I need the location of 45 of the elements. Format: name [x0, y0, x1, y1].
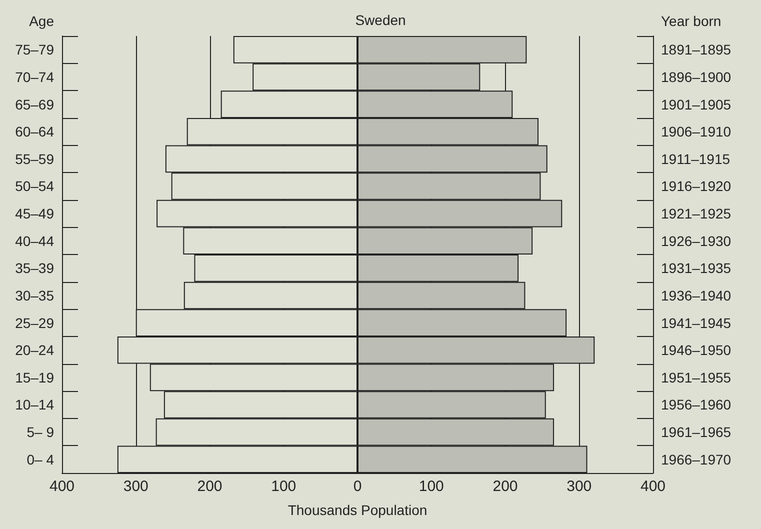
y2-tick-label: 1961–1965	[661, 424, 732, 440]
y2-axis-title: Year born	[661, 13, 722, 29]
y-tick-label: 55–59	[15, 150, 54, 167]
y-tick-label: 60–64	[15, 124, 54, 140]
y-tick-label: 10–14	[15, 396, 54, 413]
y2-tick-label: 1916–1920	[661, 178, 732, 194]
y2-tick-label: 1906–1910	[661, 124, 732, 140]
y2-tick-label: 1966–1970	[661, 451, 732, 468]
y2-tick-label: 1946–1950	[661, 342, 732, 358]
x-tick-label: 200	[492, 478, 518, 495]
y-tick-label: 25–29	[15, 314, 54, 331]
y-tick-label: 50–54	[15, 178, 54, 194]
x-tick-label: 300	[566, 478, 592, 495]
y-tick-label: 15–19	[15, 369, 54, 386]
x-tick-label: 100	[271, 478, 296, 495]
y-tick-label: 45–49	[15, 206, 54, 222]
y-axis-title: Age	[29, 13, 54, 29]
y-tick-label: 5– 9	[26, 424, 54, 440]
y2-tick-label: 1921–1925	[661, 206, 732, 222]
y2-tick-label: 1941–1945	[661, 314, 732, 331]
y-tick-label: 65–69	[15, 96, 54, 112]
y-tick-label: 20–24	[15, 342, 54, 358]
y-tick-label: 0– 4	[26, 451, 54, 468]
x-tick-label: 400	[640, 478, 666, 495]
y2-tick-label: 1931–1935	[661, 260, 732, 276]
y2-tick-label: 1951–1955	[661, 369, 732, 386]
x-tick-label: 400	[49, 478, 75, 495]
y2-tick-label: 1896–1900	[661, 68, 732, 85]
y-tick-label: 75–79	[15, 42, 54, 58]
y-tick-label: 40–44	[15, 232, 54, 249]
y2-tick-label: 1901–1905	[661, 96, 732, 112]
y-tick-label: 35–39	[15, 260, 54, 276]
x-tick-label: 0	[353, 478, 362, 495]
y2-tick-label: 1956–1960	[661, 396, 732, 413]
y-tick-label: 70–74	[15, 68, 54, 85]
y2-tick-label: 1911–1915	[661, 150, 730, 167]
y2-tick-label: 1891–1895	[661, 42, 732, 58]
x-tick-label: 100	[418, 478, 444, 495]
y2-tick-label: 1936–1940	[661, 287, 732, 304]
y-tick-label: 30–35	[15, 287, 54, 304]
x-tick-label: 200	[197, 478, 222, 495]
chart-title: Sweden	[355, 12, 406, 28]
x-axis-title: Thousands Population	[288, 502, 428, 518]
y2-tick-label: 1926–1930	[661, 232, 732, 249]
x-tick-label: 300	[123, 478, 148, 495]
